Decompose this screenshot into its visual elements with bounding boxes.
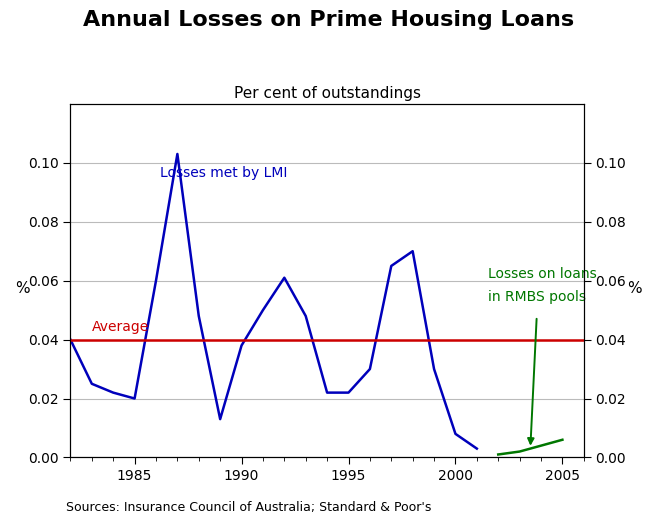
Text: Losses on loans: Losses on loans — [487, 267, 597, 281]
Text: Annual Losses on Prime Housing Loans: Annual Losses on Prime Housing Loans — [83, 10, 574, 31]
Text: in RMBS pools: in RMBS pools — [487, 290, 585, 304]
Text: Sources: Insurance Council of Australia; Standard & Poor's: Sources: Insurance Council of Australia;… — [66, 501, 431, 514]
Text: Losses met by LMI: Losses met by LMI — [160, 166, 288, 180]
Text: Average: Average — [92, 320, 149, 334]
Title: Per cent of outstandings: Per cent of outstandings — [234, 86, 420, 101]
Y-axis label: %: % — [627, 281, 642, 296]
Y-axis label: %: % — [15, 281, 30, 296]
